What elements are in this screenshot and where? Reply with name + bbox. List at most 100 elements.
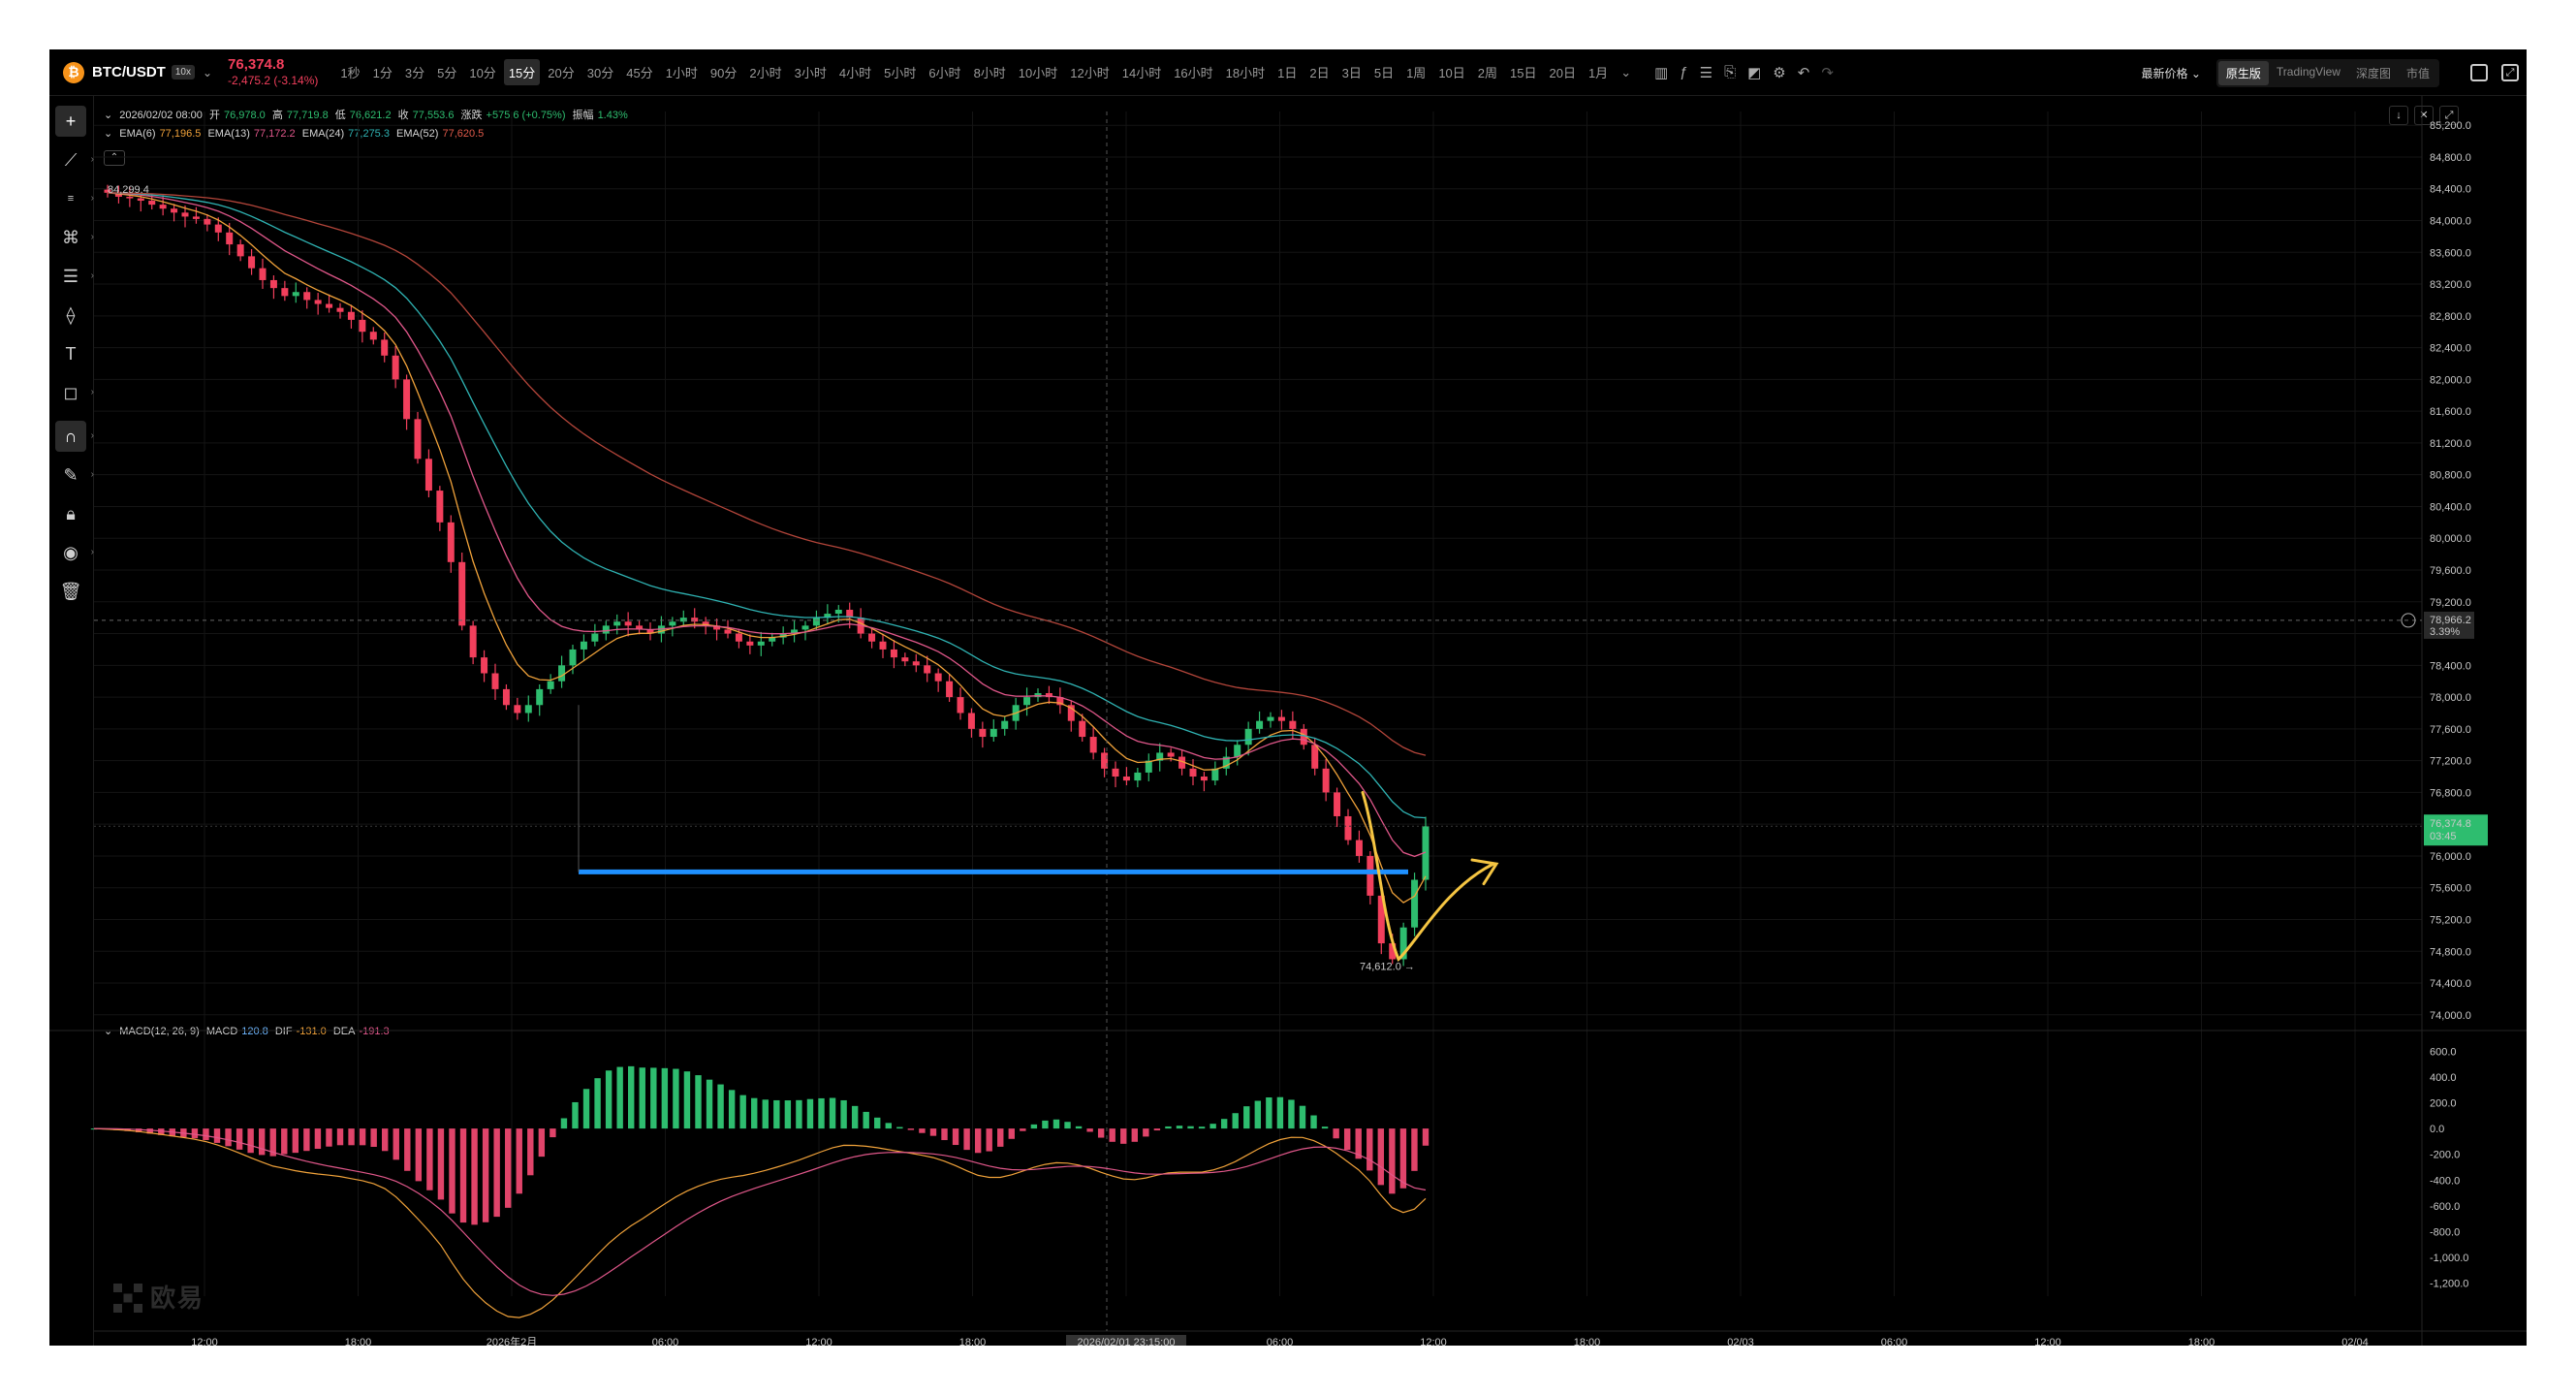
interval-button[interactable]: 2日 — [1309, 66, 1330, 80]
interval-button[interactable]: 2周 — [1477, 66, 1498, 80]
candle-body — [514, 705, 521, 714]
view-tab[interactable]: 市值 — [2405, 66, 2430, 80]
candle-body — [1167, 752, 1175, 757]
macd-bar — [683, 1071, 691, 1129]
last-price: 76,374.8 — [228, 55, 285, 73]
interval-button[interactable]: 90分 — [709, 66, 738, 80]
candle-body — [801, 625, 809, 630]
expand-icon[interactable]: ⤢ — [2439, 106, 2459, 125]
ema-line — [107, 192, 1427, 858]
more-intervals-icon[interactable]: ⌄ — [1620, 64, 1632, 79]
interval-button[interactable]: 15分 — [503, 59, 541, 85]
lines-icon[interactable]: ☰ › — [62, 267, 94, 286]
legend-chevron-icon[interactable]: ⌄ — [104, 110, 113, 121]
window-icon[interactable] — [2470, 64, 2488, 81]
macd-bar — [863, 1111, 869, 1129]
interval-button[interactable]: 1周 — [1406, 66, 1427, 80]
interval-button[interactable]: 20分 — [548, 66, 575, 80]
macd-bar — [1299, 1105, 1306, 1129]
interval-button[interactable]: 8小时 — [973, 66, 1006, 80]
candle-body — [924, 665, 931, 674]
snapshot-icon[interactable]: ◩ — [1747, 64, 1762, 81]
interval-button[interactable]: 12小时 — [1070, 66, 1110, 80]
fib-icon[interactable]: ≡ › — [67, 193, 94, 205]
chevron-down-icon[interactable]: ⌄ — [202, 65, 213, 79]
macd-bar — [415, 1128, 423, 1182]
symbol-selector[interactable]: BTC/USDT — [92, 64, 166, 80]
interval-button[interactable]: 18小时 — [1225, 66, 1266, 80]
view-tab[interactable]: 原生版 — [2217, 60, 2269, 85]
interval-button[interactable]: 6小时 — [928, 66, 961, 80]
list-icon[interactable]: ☰ — [1699, 64, 1713, 81]
trash-icon[interactable]: 🗑︎ — [59, 582, 82, 601]
gear-icon[interactable]: ⚙ — [1773, 64, 1786, 81]
interval-button[interactable]: 10小时 — [1018, 66, 1058, 80]
arrow-down-icon[interactable]: ↓ — [2389, 106, 2408, 125]
macd-bar — [1389, 1128, 1396, 1194]
legend-chevron-icon[interactable]: ⌄ — [104, 1026, 113, 1037]
interval-button[interactable]: 1秒 — [340, 66, 361, 80]
ruler-icon[interactable]: ⟠ — [66, 305, 76, 325]
interval-button[interactable]: 3分 — [404, 66, 425, 80]
price-axis-label: 78,400.0 — [2430, 660, 2471, 672]
candle-type-icon[interactable]: ▥ — [1654, 64, 1669, 81]
lock-icon[interactable]: 🔒︎ — [66, 504, 76, 524]
price-chart[interactable]: 85,200.0 84,800.0 84,400.0 84,000.0 83,600.0… — [49, 49, 2527, 1346]
macd-bar — [225, 1128, 232, 1147]
interval-button[interactable]: 30分 — [586, 66, 614, 80]
macd-bar — [1232, 1113, 1239, 1129]
interval-button[interactable]: 2小时 — [749, 66, 782, 80]
crosshair-time-box — [1066, 1335, 1186, 1346]
pencil-icon[interactable]: ✎ › — [63, 465, 94, 485]
view-tab[interactable]: 深度图 — [2355, 66, 2391, 80]
interval-button[interactable]: 15日 — [1510, 66, 1537, 80]
interval-button[interactable]: 1月 — [1587, 66, 1609, 80]
legend-chevron-icon[interactable]: ⌄ — [104, 128, 113, 140]
candle-body — [1277, 716, 1285, 721]
interval-button[interactable]: 10日 — [1438, 66, 1465, 80]
interval-button[interactable]: 10分 — [469, 66, 496, 80]
pattern-icon[interactable]: ⌘ › — [62, 228, 94, 247]
eye-icon[interactable]: ◉ › — [63, 543, 94, 562]
interval-button[interactable]: 45分 — [626, 66, 653, 80]
interval-button[interactable]: 16小时 — [1174, 66, 1213, 80]
view-tab[interactable]: TradingView — [2276, 64, 2340, 79]
open-label: 开 — [208, 110, 220, 121]
price-type-selector[interactable]: 最新价格 ⌄ — [2141, 66, 2201, 80]
interval-button[interactable]: 20日 — [1549, 66, 1576, 80]
indicators-icon[interactable]: ƒ — [1680, 64, 1688, 80]
interval-button[interactable]: 4小时 — [838, 66, 872, 80]
candle-body — [1222, 756, 1230, 769]
magnet-icon[interactable]: ∩ › — [55, 421, 94, 452]
interval-button[interactable]: 1分 — [372, 66, 393, 80]
crosshair-icon[interactable]: + — [55, 106, 86, 137]
dea-label: DEA — [332, 1026, 356, 1037]
interval-button[interactable]: 5小时 — [884, 66, 917, 80]
interval-button[interactable]: 3日 — [1341, 66, 1362, 80]
shape-icon[interactable]: ◻ › — [63, 383, 94, 402]
interval-button[interactable]: 1日 — [1277, 66, 1298, 80]
chart-controls: ↓ ✕ ⤢ — [2383, 106, 2459, 125]
interval-button[interactable]: 1小时 — [665, 66, 698, 80]
price-axis-label: 85,200.0 — [2430, 120, 2471, 132]
macd-bar — [762, 1099, 769, 1129]
interval-button[interactable]: 5日 — [1373, 66, 1395, 80]
macd-bar — [1052, 1119, 1060, 1129]
undo-icon[interactable]: ↶ — [1797, 64, 1810, 81]
redo-icon[interactable]: ↷ — [1821, 64, 1834, 81]
interval-button[interactable]: 14小时 — [1121, 66, 1162, 80]
macd-bar — [459, 1128, 467, 1223]
close-icon[interactable]: ✕ — [2414, 106, 2434, 125]
fullscreen-icon[interactable]: ⤢ — [2501, 64, 2519, 81]
macd-bar — [739, 1095, 746, 1129]
text-icon[interactable]: T — [65, 344, 77, 364]
interval-button[interactable]: 3小时 — [794, 66, 827, 80]
candle-body — [735, 633, 742, 642]
trendline-icon[interactable]: ⟋ › — [64, 150, 94, 170]
collapse-legend-button[interactable]: ⌃ — [104, 150, 125, 166]
template-icon[interactable]: ⎘ — [1724, 64, 1737, 80]
candle-body — [890, 649, 897, 658]
interval-button[interactable]: 5分 — [437, 66, 457, 80]
macd-bar — [1153, 1128, 1161, 1131]
candle-body — [114, 192, 122, 197]
